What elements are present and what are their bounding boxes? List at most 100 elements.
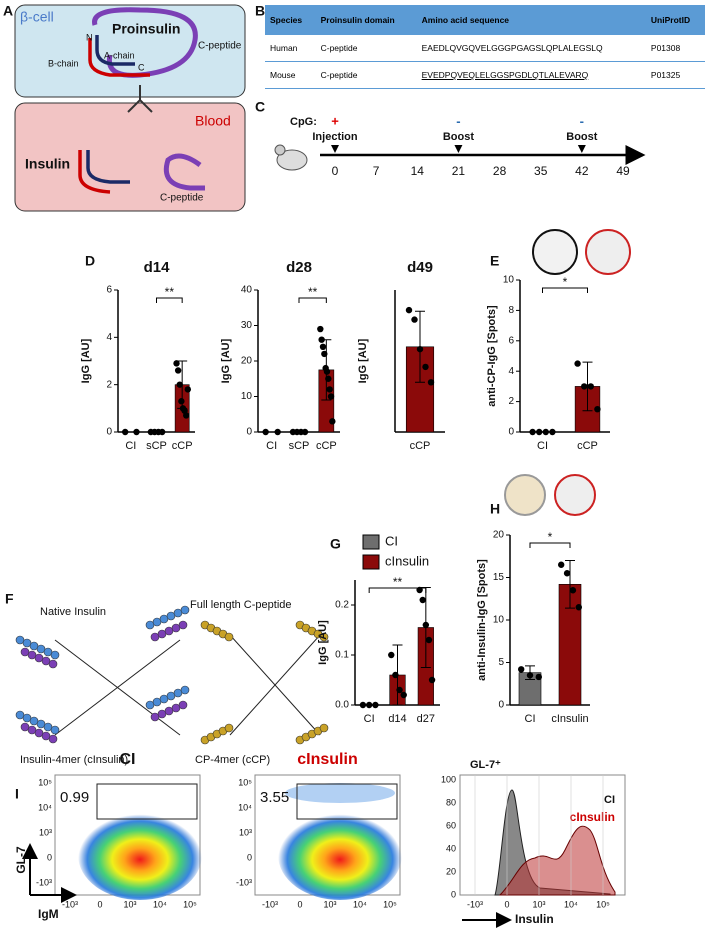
y-tick-label: 40 [241, 285, 253, 296]
well [554, 474, 596, 516]
y-label: anti-CP-IgG [Spots] [486, 305, 498, 407]
data-point [529, 428, 536, 436]
x-tick-label: 0 [97, 899, 102, 909]
sig-label: ** [165, 285, 175, 299]
y-tick-label: 0 [498, 700, 504, 711]
data-point [317, 325, 324, 333]
bead [319, 723, 329, 733]
data-point [419, 596, 426, 604]
y-tick-label: 0 [47, 852, 52, 862]
data-point [535, 673, 542, 681]
label: A-chain [104, 50, 135, 60]
data-point [416, 345, 424, 353]
x-tick-label: cCP [316, 440, 337, 452]
y-tick-label: 0.0 [335, 700, 349, 711]
y-tick-label: 0 [246, 427, 252, 438]
data-point [569, 587, 577, 594]
label: CP-4mer (cCP) [195, 754, 270, 766]
data-point [173, 360, 180, 367]
sig-label: ** [308, 285, 318, 299]
y-tick-label: 6 [508, 335, 514, 346]
density [285, 783, 395, 803]
timeline-tick: 7 [373, 164, 380, 178]
y-tick-label: 0 [247, 852, 252, 862]
label: Native Insulin [40, 606, 106, 618]
y-tick-label: 2 [508, 396, 514, 407]
y-tick-label: -10³ [36, 877, 52, 887]
x-tick-label: 10⁵ [596, 899, 610, 909]
panel-label: G [330, 536, 341, 552]
cell: C-peptide [315, 61, 417, 89]
timeline-tick: 0 [332, 164, 339, 178]
bead [180, 605, 190, 615]
data-point [133, 428, 140, 436]
well [585, 229, 631, 275]
cell: EVEDPQVEQLELGGSPGDLQTLALEVARQ [416, 61, 646, 89]
data-point [365, 701, 373, 709]
data-point [323, 368, 331, 375]
cell: Mouse [265, 61, 316, 89]
cell-box [14, 4, 246, 98]
data-point [422, 363, 429, 371]
data-point [575, 604, 582, 611]
x-label: Insulin [515, 912, 554, 926]
x-tick-label: cCP [410, 440, 431, 452]
y-label: IgG [AU] [317, 620, 329, 665]
data-point [400, 691, 407, 699]
bead [319, 632, 329, 642]
error-bar [582, 361, 593, 412]
panel-label: F [5, 591, 14, 607]
event-label: Injection [312, 131, 358, 143]
data-point [176, 381, 183, 388]
cell: Human [265, 35, 316, 62]
y-label: IgG [AU] [357, 338, 369, 383]
data-point [326, 386, 333, 393]
mouse-ear [274, 144, 286, 156]
gate [296, 783, 398, 820]
y-tick-label: 4 [106, 332, 112, 343]
y-tick-label: 60 [446, 820, 456, 830]
x-tick-label: 10⁴ [564, 899, 578, 909]
data-point [542, 428, 549, 436]
label: Blood [195, 113, 231, 129]
cpg-sign: + [331, 113, 339, 128]
event-marker [577, 145, 586, 153]
legend-label: cInsulin [385, 553, 429, 568]
cell: P01308 [645, 35, 705, 62]
data-point [183, 412, 190, 419]
data-point [388, 651, 395, 659]
y-tick-label: 8 [508, 305, 514, 316]
legend-swatch [362, 534, 380, 550]
header-cell: Amino acid sequence [416, 5, 646, 35]
data-point [428, 676, 436, 684]
y-tick-label: 0 [106, 427, 112, 438]
histogram-cinsulin [498, 825, 616, 896]
y-label: GL-7 [14, 846, 28, 874]
label: β-cell [20, 9, 54, 25]
insulin-b [78, 150, 111, 194]
panel-label: D [85, 253, 95, 269]
legend: cInsulin [570, 810, 615, 824]
x-tick-label: sCP [289, 440, 310, 452]
data-point [422, 621, 430, 629]
density [278, 810, 402, 900]
y-tick-label: 0.2 [335, 600, 349, 611]
timeline-tick: 21 [452, 164, 466, 178]
sig-label: * [548, 530, 553, 544]
well [532, 229, 578, 275]
data-point [184, 386, 192, 393]
plot-title: CI [120, 751, 136, 768]
panel-label: I [15, 786, 19, 802]
data-point [425, 636, 433, 644]
y-tick-label: 80 [446, 797, 456, 807]
data-point [411, 316, 418, 323]
label: Insulin-4mer (cInsulin) [20, 754, 128, 766]
cpg-label: CpG: [290, 116, 317, 128]
timeline-tick: 28 [493, 164, 507, 178]
y-tick-label: 100 [441, 774, 456, 784]
data-point [318, 336, 325, 343]
y-tick-label: 10 [503, 275, 515, 286]
timeline-tick: 49 [616, 164, 630, 178]
y-tick-label: 20 [493, 530, 505, 541]
x-tick-label: CI [525, 713, 536, 725]
